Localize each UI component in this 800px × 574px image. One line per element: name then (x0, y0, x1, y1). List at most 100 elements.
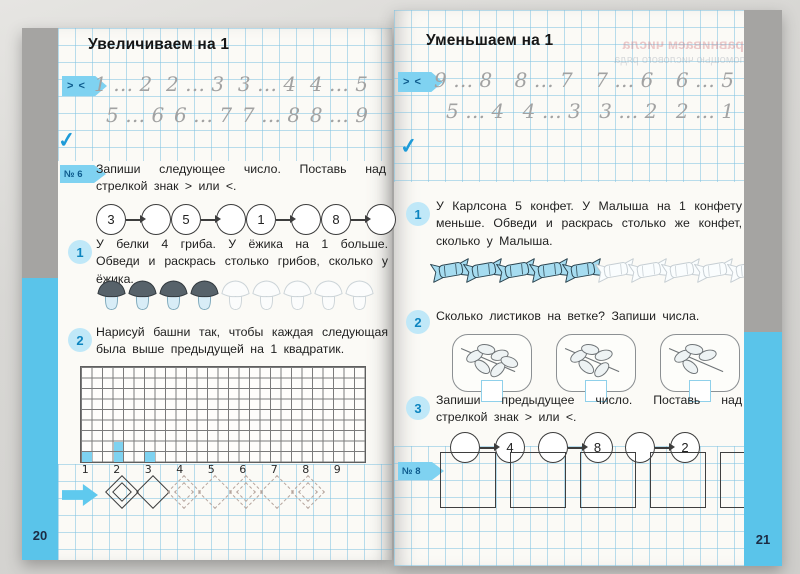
trace-pair: 7 … 6 (595, 67, 654, 92)
left-page: 20 Увеличиваем на 1 > < 1 … 2 2 … 3 3 … 4 4… (22, 28, 396, 560)
grid-axis-label: 6 (239, 463, 247, 476)
diamond-inner (297, 482, 318, 502)
number-circle: 8 (321, 204, 351, 235)
number-arrow-pair: 8 (537, 432, 613, 463)
diamond-ornament (197, 475, 232, 509)
grid-axis-label: 8 (302, 463, 310, 476)
branch-box (556, 334, 636, 402)
trace-pair: 2 … 1 (675, 98, 734, 123)
mushroom-icon (127, 278, 158, 313)
tower-cell (82, 452, 92, 462)
graph-paper-top-right (394, 10, 744, 182)
task3-badge: 3 (406, 396, 430, 420)
trace-pair: 4 … 3 (522, 98, 581, 123)
diamond-ornament-row (104, 475, 325, 509)
mushroom-outline-icon (220, 278, 251, 313)
task2-left-badge: 2 (68, 328, 92, 352)
diamond-ornament (135, 475, 170, 509)
number-arrow-pair: 5 (171, 204, 246, 235)
candies-row (430, 258, 769, 283)
number-arrow-pair: 2 (625, 432, 700, 463)
candy-icon (562, 258, 604, 283)
mushroom-icon (189, 278, 220, 313)
mushroom-outline-icon (313, 278, 344, 313)
mushroom-outline-icon (251, 278, 282, 313)
diamond-ornament (104, 475, 139, 509)
number-arrow-pair: 1 (246, 204, 321, 235)
trace-pair: 8 … 9 (309, 102, 368, 127)
branch-box (452, 334, 532, 402)
candy-icon (529, 258, 571, 283)
grid-axis-label: 9 (333, 463, 341, 476)
compare-tag-icon: > < (398, 72, 443, 92)
right-page-title: Уменьшаем на 1 (426, 32, 554, 49)
trace-pair: 4 … 5 (309, 71, 368, 96)
answer-box (585, 380, 607, 402)
task6-pairs: 3 5 1 8 (96, 204, 396, 235)
empty-circle (366, 204, 396, 235)
task1-right-badge: 1 (406, 202, 430, 226)
branches-row (452, 334, 740, 402)
answer-box (689, 380, 711, 402)
checkmark-icon: ✓ (56, 128, 77, 153)
grid-axis-label: 4 (176, 463, 184, 476)
task6-tag: № 6 (60, 165, 106, 183)
left-trace: 1 … 2 2 … 3 3 … 4 4 … 5 5 … 6 6 … 7 7 … 8 8 … 9 (94, 68, 368, 130)
task3-text: Запиши предыдущее число. Поставь над стр… (436, 393, 742, 425)
candy-icon (496, 258, 538, 283)
trace-pair: 8 … 7 (514, 67, 573, 92)
arrow-icon (126, 215, 146, 224)
trace-pair: 7 … 8 (241, 102, 301, 127)
diamond-ornament (228, 475, 263, 509)
task1-right-text: У Карлсона 5 конфет. У Малыша на 1 конфе… (436, 199, 742, 248)
mushrooms-row (96, 278, 375, 313)
tower-grid (80, 366, 366, 463)
mushroom-icon (96, 278, 127, 313)
trace-row: 5 … 4 4 … 3 3 … 2 2 … 1 (434, 95, 734, 126)
trace-pair: 3 … 4 (237, 71, 297, 96)
number-circle: 3 (96, 204, 126, 235)
compare-tag-icon: > < (62, 76, 107, 96)
number-arrow-pair: 3 (96, 204, 171, 235)
number-arrow-pair: 4 (450, 432, 525, 463)
answer-box (481, 380, 503, 402)
grid-axis-label: 1 (81, 463, 89, 476)
diamond-ornament (290, 475, 325, 509)
number-circle: 5 (171, 204, 201, 235)
trace-row: 1 … 2 2 … 3 3 … 4 4 … 5 (94, 68, 368, 99)
task2-right-badge: 2 (406, 310, 430, 334)
page-number-left: 20 (32, 528, 48, 543)
arrow-icon (201, 215, 221, 224)
left-edge-band (22, 28, 58, 560)
left-page-title: Увеличиваем на 1 (88, 36, 230, 53)
candy-icon (430, 258, 472, 283)
empty-circle (537, 432, 568, 463)
task6-text: Запиши следующее число. Поставь над стре… (96, 162, 386, 194)
diamond-ornament (259, 475, 294, 509)
diamond-inner (235, 482, 256, 502)
task2-left-text: Нарисуй башни так, чтобы каждая следующа… (96, 325, 388, 357)
grid-axis-label: 2 (113, 463, 121, 476)
empty-circle (216, 204, 246, 235)
tower-cell (113, 452, 123, 462)
trace-row: 9 … 8 8 … 7 7 … 6 6 … 5 (434, 64, 734, 95)
task8-tag: № 8 (398, 462, 444, 480)
number-circle: 1 (246, 204, 276, 235)
arrow-icon (567, 443, 588, 452)
empty-circle (450, 432, 480, 463)
task2-right-text: Сколько листиков на ветке? Запиши числа. (436, 309, 700, 323)
answer-square (510, 452, 566, 508)
arrow-icon (351, 215, 371, 224)
diamond-ornament (166, 475, 201, 509)
grid-axis: 1 2 3 4 5 6 7 8 9 (80, 463, 364, 477)
graph-paper-top-left (58, 28, 392, 161)
trace-pair: 2 … 3 (165, 71, 225, 96)
trace-pair: 5 … 6 (106, 102, 165, 127)
answer-square (580, 452, 636, 508)
trace-pair: 3 … 2 (599, 98, 658, 123)
number-circle: 8 (582, 432, 613, 463)
right-page: 2 1 Уменьшаем на 1 Сравниваем числа с пом… (394, 10, 782, 566)
show-through-text: Сравниваем числа с помощью числового ряд… (564, 36, 754, 66)
task8-squares (440, 452, 776, 508)
